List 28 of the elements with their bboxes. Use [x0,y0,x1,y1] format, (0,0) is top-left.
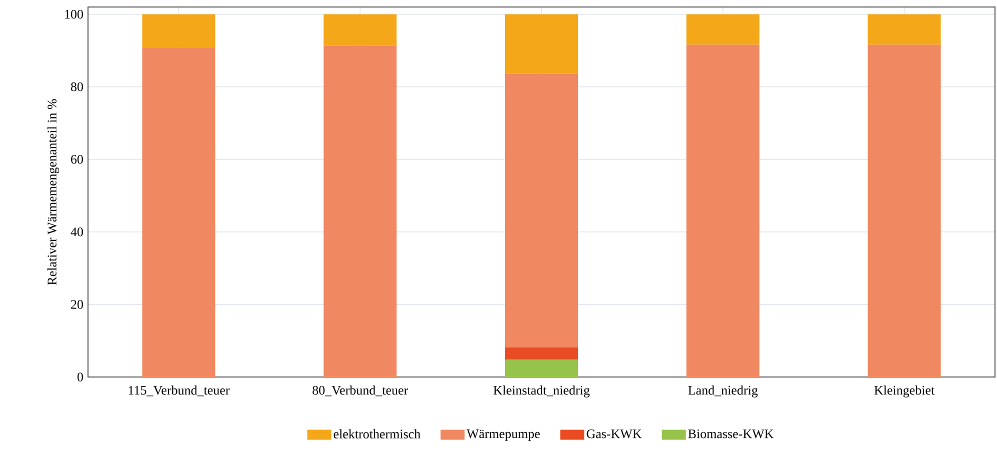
x-tick-label: Kleinstadt_niedrig [494,386,590,398]
bar [505,74,578,348]
bar [505,14,578,74]
x-tick-label: Kleingebiet [874,386,935,398]
y-axis-title: Relativer Wärmemengenanteil in % [47,99,60,285]
y-tick-label: 60 [71,154,83,164]
legend-label: Wärmepumpe [466,430,540,441]
y-tick-label: 20 [71,300,83,309]
bar [324,46,397,377]
bar [505,360,578,377]
y-tick-label: 40 [70,228,83,236]
bar [868,14,941,45]
bar [142,47,216,377]
x-tick-label: 80_Verbund_teuer [312,386,408,396]
y-tick-label: 0 [77,372,83,382]
y-tick-label: 80 [70,82,83,92]
x-tick-label: Land_niedrig [688,386,758,398]
bar [686,44,760,377]
legend-label: Biomasse-KWK [688,429,774,438]
legend-label: Gas-KWK [586,429,642,438]
bar [868,44,941,377]
y-tick-label: 100 [65,10,83,19]
bar [505,347,578,360]
bar [324,14,397,46]
bar [142,14,216,48]
bar [686,14,760,45]
x-tick-label: 115_Verbund_teuer [128,386,230,396]
legend-label: elektrothermisch [334,429,420,438]
